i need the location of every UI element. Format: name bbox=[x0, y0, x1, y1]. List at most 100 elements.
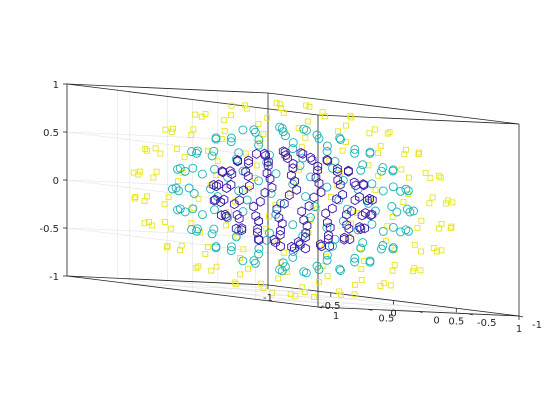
square-point bbox=[310, 294, 317, 300]
x-tick-label: 1 bbox=[516, 324, 522, 335]
square-point bbox=[401, 151, 408, 158]
square-point bbox=[231, 279, 238, 286]
square-point bbox=[275, 275, 282, 282]
square-point bbox=[387, 282, 394, 289]
hexagon-point bbox=[322, 154, 332, 165]
hexagon-point bbox=[284, 190, 294, 201]
hexagon-point bbox=[226, 179, 236, 190]
circle-point bbox=[403, 186, 413, 196]
circle-point bbox=[184, 183, 194, 193]
square-point bbox=[287, 291, 294, 298]
square-point bbox=[314, 205, 321, 212]
hexagon-point bbox=[254, 235, 264, 246]
square-point bbox=[365, 162, 372, 169]
circle-point bbox=[312, 261, 322, 271]
square-point bbox=[426, 200, 433, 207]
circle-point bbox=[171, 183, 181, 193]
hexagon-point bbox=[267, 182, 277, 193]
circle-point bbox=[350, 253, 360, 263]
hexagon-point bbox=[356, 223, 366, 235]
square-point bbox=[302, 134, 309, 141]
circle-point bbox=[335, 133, 345, 143]
hexagon-point bbox=[344, 165, 353, 176]
hexagon-point bbox=[280, 147, 290, 158]
y-tick-label: 1 bbox=[333, 311, 339, 322]
square-point bbox=[242, 102, 248, 109]
square-point bbox=[414, 224, 421, 231]
z-tick-label: 1 bbox=[53, 80, 59, 91]
circle-point bbox=[322, 250, 332, 260]
circle-point bbox=[231, 154, 241, 164]
circle-point bbox=[238, 166, 248, 176]
hexagon-point bbox=[366, 210, 376, 221]
hexagon-point bbox=[333, 163, 342, 174]
square-point bbox=[169, 125, 176, 132]
square-point bbox=[178, 242, 185, 249]
hexagon-point bbox=[323, 155, 332, 166]
hexagon-point bbox=[231, 223, 241, 234]
hexagon-point bbox=[245, 180, 254, 191]
square-point bbox=[352, 281, 358, 288]
hexagon-point bbox=[316, 187, 326, 198]
circle-point bbox=[197, 210, 207, 220]
square-point bbox=[430, 245, 437, 251]
circle-point bbox=[365, 257, 375, 267]
square-point bbox=[405, 174, 412, 181]
square-point bbox=[372, 186, 379, 193]
square-point bbox=[334, 128, 341, 135]
hexagon-point bbox=[227, 168, 237, 180]
square-point bbox=[361, 258, 368, 264]
square-point bbox=[175, 178, 181, 184]
square-point bbox=[144, 193, 150, 200]
hexagon-point bbox=[232, 209, 242, 220]
square-point bbox=[434, 248, 440, 255]
square-point bbox=[384, 223, 391, 230]
x-tick-label: -0.5 bbox=[321, 301, 341, 312]
circle-point bbox=[249, 125, 259, 135]
square-point bbox=[299, 284, 306, 291]
square-point bbox=[339, 147, 346, 154]
square-point bbox=[245, 265, 252, 272]
circle-point bbox=[350, 257, 360, 267]
circle-point bbox=[356, 165, 366, 175]
square-point bbox=[398, 166, 405, 173]
circle-point bbox=[401, 225, 411, 235]
square-point bbox=[348, 114, 355, 121]
hexagon-point bbox=[301, 227, 311, 239]
square-point bbox=[152, 145, 159, 152]
circle-point bbox=[211, 133, 221, 143]
circle-point bbox=[278, 127, 288, 137]
square-point bbox=[221, 128, 228, 135]
hexagon-point bbox=[287, 170, 296, 181]
circle-point bbox=[322, 141, 332, 151]
circle-point bbox=[402, 204, 412, 214]
square-point bbox=[264, 114, 271, 121]
hexagon-point bbox=[271, 237, 280, 248]
circle-point bbox=[242, 195, 252, 205]
square-point bbox=[375, 150, 382, 157]
square-point bbox=[276, 101, 283, 108]
square-point bbox=[157, 150, 164, 157]
square-point bbox=[253, 162, 260, 169]
back-wall-gridline bbox=[66, 179, 319, 212]
circle-point bbox=[188, 163, 198, 173]
circle-point bbox=[388, 222, 398, 232]
x-tick-label: -1 bbox=[263, 293, 273, 304]
circle-point bbox=[306, 172, 315, 182]
square-point bbox=[132, 194, 139, 200]
hexagon-point bbox=[302, 220, 312, 231]
square-point bbox=[436, 225, 442, 232]
square-point bbox=[377, 283, 384, 289]
y-tick-mark bbox=[518, 315, 524, 318]
hexagon-point bbox=[262, 168, 272, 179]
circle-point bbox=[210, 164, 219, 174]
hexagon-point bbox=[220, 209, 230, 220]
hexagon-point bbox=[283, 153, 292, 164]
hexagon-point bbox=[229, 199, 239, 210]
square-point bbox=[410, 268, 417, 275]
square-point bbox=[366, 130, 373, 137]
square-point bbox=[165, 194, 172, 201]
square-point bbox=[149, 222, 156, 229]
square-point bbox=[232, 281, 239, 288]
square-point bbox=[202, 250, 209, 257]
